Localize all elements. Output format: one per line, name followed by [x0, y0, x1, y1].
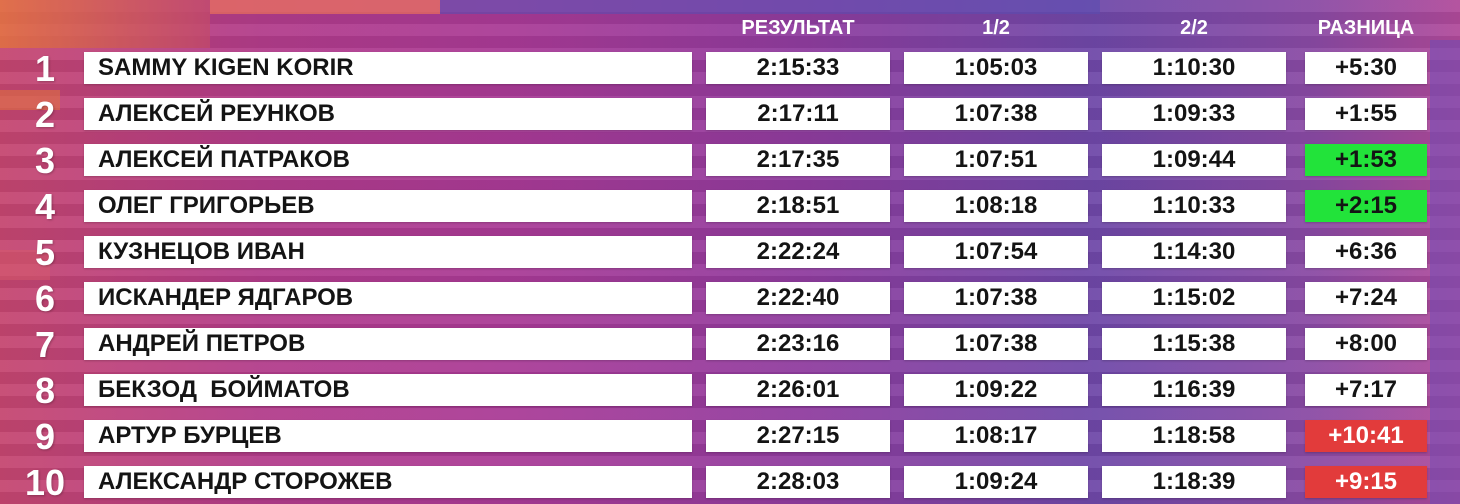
table-row: 6 ИСКАНДЕР ЯДГАРОВ 2:22:40 1:07:38 1:15:02 +7…: [0, 278, 1460, 319]
header-result: РЕЗУЛЬТАТ: [741, 17, 855, 39]
athlete-name: АЛЕКСЕЙ ПАТРАКОВ: [84, 144, 692, 176]
second-half-time: 1:09:33: [1102, 98, 1286, 130]
split-difference: +6:36: [1305, 236, 1427, 268]
result-time: 2:27:15: [706, 420, 890, 452]
athlete-name: КУЗНЕЦОВ ИВАН: [84, 236, 692, 268]
second-half-time: 1:18:58: [1102, 420, 1286, 452]
first-half-time: 1:07:38: [904, 282, 1088, 314]
split-difference: +7:24: [1305, 282, 1427, 314]
rank-number: 9: [34, 416, 56, 457]
result-time: 2:26:01: [706, 374, 890, 406]
split-difference: +9:15: [1305, 466, 1427, 498]
second-half-time: 1:10:33: [1102, 190, 1286, 222]
first-half-time: 1:08:18: [904, 190, 1088, 222]
table-row: 9 АРТУР БУРЦЕВ 2:27:15 1:08:17 1:18:58 +10:41: [0, 416, 1460, 457]
athlete-name: АНДРЕЙ ПЕТРОВ: [84, 328, 692, 360]
first-half-time: 1:07:54: [904, 236, 1088, 268]
rank-number: 10: [24, 462, 66, 503]
background-strip: [0, 0, 210, 48]
first-half-time: 1:09:24: [904, 466, 1088, 498]
rank-number: 2: [34, 94, 56, 135]
table-row: 1 SAMMY KIGEN KORIR 2:15:33 1:05:03 1:10:30 +…: [0, 48, 1460, 89]
result-time: 2:22:40: [706, 282, 890, 314]
athlete-name: SAMMY KIGEN KORIR: [84, 52, 692, 84]
table-row: 5 КУЗНЕЦОВ ИВАН 2:22:24 1:07:54 1:14:30 +6:36: [0, 232, 1460, 273]
result-time: 2:15:33: [706, 52, 890, 84]
table-row: 2 АЛЕКСЕЙ РЕУНКОВ 2:17:11 1:07:38 1:09:33 +1:…: [0, 94, 1460, 135]
second-half-time: 1:16:39: [1102, 374, 1286, 406]
table-row: 10 АЛЕКСАНДР СТОРОЖЕВ 2:28:03 1:09:24 1:18:3…: [0, 462, 1460, 503]
split-difference: +1:55: [1305, 98, 1427, 130]
result-time: 2:18:51: [706, 190, 890, 222]
background-strip: [440, 0, 1100, 14]
rank-number: 4: [34, 186, 56, 227]
second-half-time: 1:18:39: [1102, 466, 1286, 498]
table-row: 7 АНДРЕЙ ПЕТРОВ 2:23:16 1:07:38 1:15:38 +8:00: [0, 324, 1460, 365]
athlete-name: АРТУР БУРЦЕВ: [84, 420, 692, 452]
table-row: 3 АЛЕКСЕЙ ПАТРАКОВ 2:17:35 1:07:51 1:09:44 +1…: [0, 140, 1460, 181]
rank-number: 3: [34, 140, 56, 181]
header-diff: РАЗНИЦА: [1317, 17, 1415, 39]
athlete-name: БЕКЗОД БОЙМАТОВ: [84, 374, 692, 406]
second-half-time: 1:10:30: [1102, 52, 1286, 84]
second-half-time: 1:15:02: [1102, 282, 1286, 314]
first-half-time: 1:07:38: [904, 98, 1088, 130]
split-difference: +2:15: [1305, 190, 1427, 222]
second-half-time: 1:14:30: [1102, 236, 1286, 268]
athlete-name: ОЛЕГ ГРИГОРЬЕВ: [84, 190, 692, 222]
first-half-time: 1:07:51: [904, 144, 1088, 176]
split-difference: +7:17: [1305, 374, 1427, 406]
first-half-time: 1:09:22: [904, 374, 1088, 406]
header-half2: 2/2: [1180, 17, 1208, 39]
athlete-name: ИСКАНДЕР ЯДГАРОВ: [84, 282, 692, 314]
second-half-time: 1:15:38: [1102, 328, 1286, 360]
athlete-name: АЛЕКСАНДР СТОРОЖЕВ: [84, 466, 692, 498]
rank-number: 1: [34, 48, 56, 89]
table-row: 8 БЕКЗОД БОЙМАТОВ 2:26:01 1:09:22 1:16:39 +7:…: [0, 370, 1460, 411]
result-time: 2:17:35: [706, 144, 890, 176]
result-time: 2:22:24: [706, 236, 890, 268]
split-difference: +10:41: [1305, 420, 1427, 452]
header-half1: 1/2: [982, 17, 1010, 39]
split-difference: +5:30: [1305, 52, 1427, 84]
first-half-time: 1:07:38: [904, 328, 1088, 360]
rank-number: 6: [34, 278, 56, 319]
second-half-time: 1:09:44: [1102, 144, 1286, 176]
rank-number: 5: [34, 232, 56, 273]
result-time: 2:23:16: [706, 328, 890, 360]
first-half-time: 1:08:17: [904, 420, 1088, 452]
athlete-name: АЛЕКСЕЙ РЕУНКОВ: [84, 98, 692, 130]
split-difference: +8:00: [1305, 328, 1427, 360]
rank-number: 7: [34, 324, 56, 365]
first-half-time: 1:05:03: [904, 52, 1088, 84]
result-time: 2:28:03: [706, 466, 890, 498]
table-row: 4 ОЛЕГ ГРИГОРЬЕВ 2:18:51 1:08:18 1:10:33 +2:1…: [0, 186, 1460, 227]
rank-number: 8: [34, 370, 56, 411]
split-difference: +1:53: [1305, 144, 1427, 176]
result-time: 2:17:11: [706, 98, 890, 130]
background-strip: [210, 0, 440, 14]
